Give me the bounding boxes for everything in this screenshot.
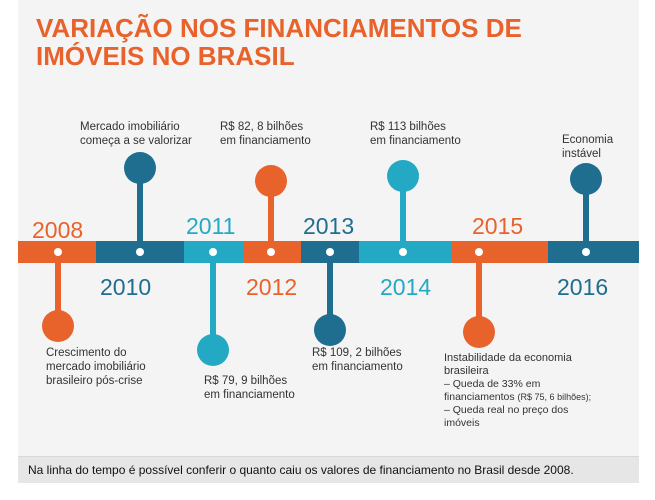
marker-circle-2010 [124,152,156,184]
event-label-2013: R$ 109, 2 bilhões em financiamento [312,346,403,374]
event-label-2008: Crescimento do mercado imobiliário brasi… [46,346,146,388]
event-line: em financiamento [312,361,403,373]
event-line: imóveis [444,417,480,429]
marker-circle-2008 [42,310,74,342]
marker-circle-2012 [255,165,287,197]
event-line: – Queda real no preço dos [444,404,569,416]
timeline-segment-2016 [548,241,639,263]
event-line: Economia [562,134,614,146]
event-label-2016: Economia instável [562,133,613,161]
timeline-dot-2014 [399,248,407,256]
event-line: R$ 79, 9 bilhões [204,375,288,387]
timeline-dot-2013 [326,248,334,256]
event-line: começa a se valorizar [80,135,192,147]
year-label-2008: 2008 [32,217,84,243]
marker-circle-2016 [570,163,602,195]
timeline-dot-2016 [582,248,590,256]
infographic-title: VARIAÇÃO NOS FINANCIAMENTOS DE IMÓVEIS N… [36,13,522,71]
event-line: mercado imobiliário [46,361,146,373]
stem-2016 [583,180,589,252]
marker-circle-2015 [463,316,495,348]
event-line: instável [562,148,601,160]
year-label-2013: 2013 [303,213,355,239]
event-label-2014: R$ 113 bilhões em financiamento [370,120,461,148]
stem-2014 [400,178,406,252]
stem-2008 [55,252,61,324]
event-line: brasileira [444,365,489,377]
timeline-dot-2010 [136,248,144,256]
event-label-2015: Instabilidade da economia brasileira – Q… [444,352,591,430]
event-line: em financiamento [370,135,461,147]
event-line: R$ 82, 8 bilhões [220,121,304,133]
year-label-2012: 2012 [246,274,298,300]
event-line: R$ 113 bilhões [370,121,446,133]
event-line: brasileiro pós-crise [46,375,143,387]
year-label-2016: 2016 [557,274,609,300]
event-line: R$ 109, 2 bilhões [312,347,402,359]
timeline-dot-2015 [475,248,483,256]
timeline-segment-2015 [451,241,548,263]
event-line: Crescimento do [46,347,127,359]
event-label-2012: R$ 82, 8 bilhões em financiamento [220,120,311,148]
year-label-2015: 2015 [472,213,524,239]
timeline-dot-2008 [54,248,62,256]
event-label-2010: Mercado imobiliário começa a se valoriza… [80,120,192,148]
event-line: em financiamento [220,135,311,147]
event-line: em financiamento [204,389,295,401]
year-label-2011: 2011 [186,213,236,239]
stem-2011 [210,252,216,348]
event-line: – Queda de 33% em [444,378,541,390]
event-line-group: financiamentos (R$ 75, 6 bilhões); [444,391,591,404]
marker-circle-2014 [387,160,419,192]
event-line: Instabilidade da economia [444,352,572,364]
event-line: Mercado imobiliário [80,121,180,133]
event-line: financiamentos [444,391,515,403]
stem-2010 [137,170,143,252]
caption-bar: Na linha do tempo é possível conferir o … [18,456,639,483]
stem-2015 [476,252,482,332]
year-label-2014: 2014 [380,274,432,300]
infographic-panel [18,0,639,456]
event-label-2011: R$ 79, 9 bilhões em financiamento [204,374,295,402]
year-label-2010: 2010 [100,274,152,300]
event-line: (R$ 75, 6 bilhões); [517,392,592,402]
stem-2012 [268,185,274,252]
marker-circle-2011 [197,334,229,366]
caption-text: Na linha do tempo é possível conferir o … [28,463,574,477]
stem-2013 [327,252,333,330]
marker-circle-2013 [314,314,346,346]
timeline-dot-2012 [267,248,275,256]
timeline-dot-2011 [209,248,217,256]
